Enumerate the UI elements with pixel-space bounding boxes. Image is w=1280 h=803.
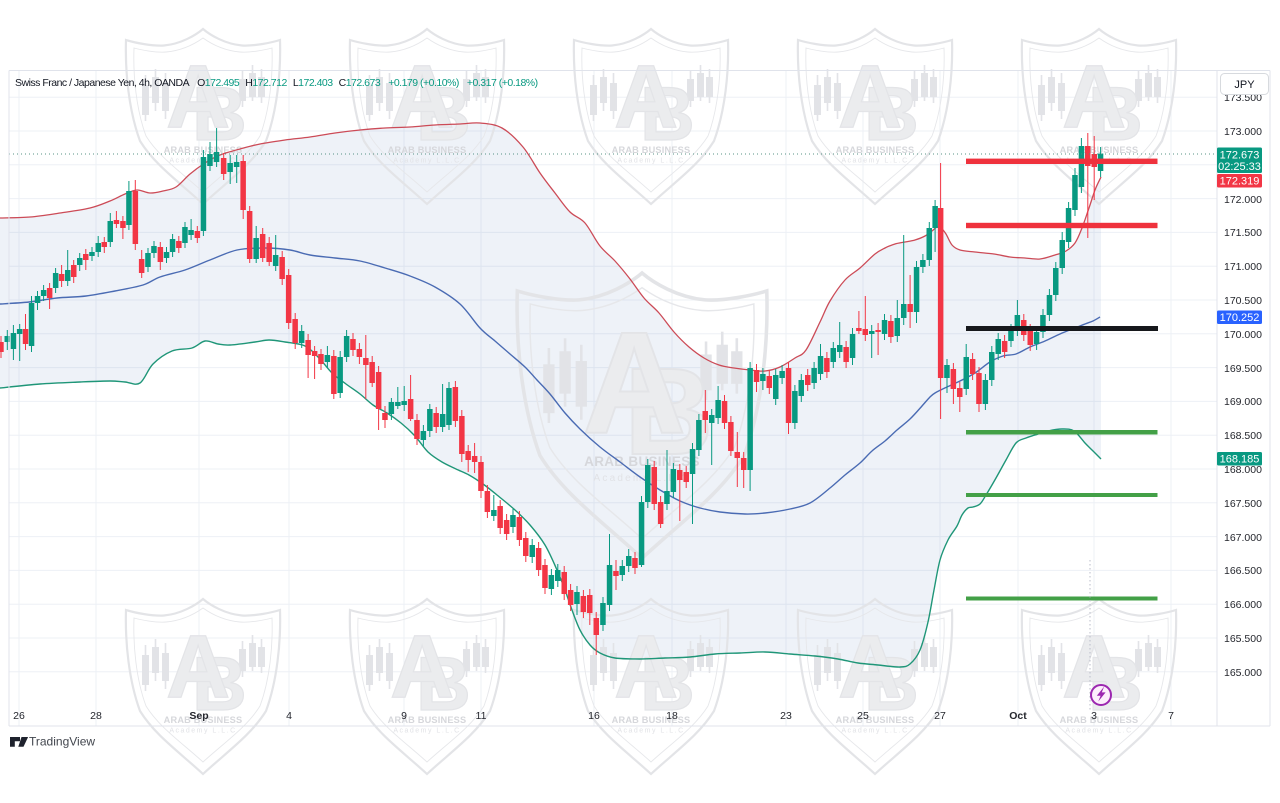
svg-text:Academy L.L.C: Academy L.L.C: [393, 728, 460, 735]
svg-text:ARAB BUSINESS: ARAB BUSINESS: [612, 715, 691, 725]
svg-text:170.000: 170.000: [1224, 329, 1262, 341]
svg-text:Academy L.L.C: Academy L.L.C: [841, 728, 908, 735]
svg-text:Academy L.L.C: Academy L.L.C: [1065, 728, 1132, 735]
svg-text:3: 3: [1091, 710, 1097, 722]
svg-text:171.000: 171.000: [1224, 261, 1262, 273]
svg-text:18: 18: [666, 710, 678, 722]
svg-text:9: 9: [401, 710, 407, 722]
svg-text:ARAB BUSINESS: ARAB BUSINESS: [836, 145, 915, 155]
svg-text:ARAB BUSINESS: ARAB BUSINESS: [388, 715, 467, 725]
svg-text:ARAB BUSINESS: ARAB BUSINESS: [1060, 145, 1139, 155]
svg-text:ARAB BUSINESS: ARAB BUSINESS: [584, 454, 700, 469]
svg-text:4: 4: [286, 710, 292, 722]
svg-text:02:25:33: 02:25:33: [1218, 161, 1261, 173]
svg-text:28: 28: [90, 710, 102, 722]
svg-text:Academy L.L.C: Academy L.L.C: [617, 728, 684, 735]
svg-text:27: 27: [934, 710, 946, 722]
svg-text:Academy L.L.C: Academy L.L.C: [393, 158, 460, 165]
svg-text:Academy L.L.C: Academy L.L.C: [841, 158, 908, 165]
svg-text:25: 25: [857, 710, 869, 722]
svg-text:7: 7: [1168, 710, 1174, 722]
svg-text:172.000: 172.000: [1224, 194, 1262, 206]
svg-text:167.000: 167.000: [1224, 532, 1262, 544]
svg-text:TradingView: TradingView: [29, 735, 95, 749]
svg-text:Oct: Oct: [1009, 710, 1027, 722]
svg-text:ARAB BUSINESS: ARAB BUSINESS: [164, 715, 243, 725]
svg-text:165.500: 165.500: [1224, 633, 1262, 645]
svg-text:170.500: 170.500: [1224, 295, 1262, 307]
svg-text:Sep: Sep: [189, 710, 208, 722]
svg-text:26: 26: [13, 710, 25, 722]
svg-text:172.319: 172.319: [1220, 176, 1260, 188]
svg-text:11: 11: [476, 710, 487, 722]
svg-text:166.000: 166.000: [1224, 599, 1262, 611]
svg-text:ARAB BUSINESS: ARAB BUSINESS: [836, 715, 915, 725]
svg-text:Academy L.L.C: Academy L.L.C: [594, 473, 691, 484]
svg-text:168.000: 168.000: [1224, 464, 1262, 476]
svg-text:Swiss Franc / Japanese Yen, 4h: Swiss Franc / Japanese Yen, 4h, OANDA O17…: [15, 77, 538, 89]
svg-text:172.673: 172.673: [1220, 150, 1260, 162]
svg-text:166.500: 166.500: [1224, 565, 1262, 577]
svg-text:23: 23: [780, 710, 792, 722]
svg-text:168.185: 168.185: [1220, 454, 1260, 466]
svg-text:16: 16: [588, 710, 600, 722]
svg-text:173.000: 173.000: [1224, 126, 1262, 138]
svg-text:168.500: 168.500: [1224, 430, 1262, 442]
svg-text:ARAB BUSINESS: ARAB BUSINESS: [388, 145, 467, 155]
svg-text:170.252: 170.252: [1220, 312, 1260, 324]
svg-text:ARAB BUSINESS: ARAB BUSINESS: [612, 145, 691, 155]
svg-text:JPY: JPY: [1234, 79, 1255, 91]
svg-text:165.000: 165.000: [1224, 667, 1262, 679]
svg-text:Academy L.L.C: Academy L.L.C: [617, 158, 684, 165]
svg-text:167.500: 167.500: [1224, 498, 1262, 510]
svg-text:169.500: 169.500: [1224, 363, 1262, 375]
svg-text:169.000: 169.000: [1224, 396, 1262, 408]
svg-text:171.500: 171.500: [1224, 227, 1262, 239]
svg-text:Academy L.L.C: Academy L.L.C: [169, 728, 236, 735]
svg-text:ARAB BUSINESS: ARAB BUSINESS: [1060, 715, 1139, 725]
